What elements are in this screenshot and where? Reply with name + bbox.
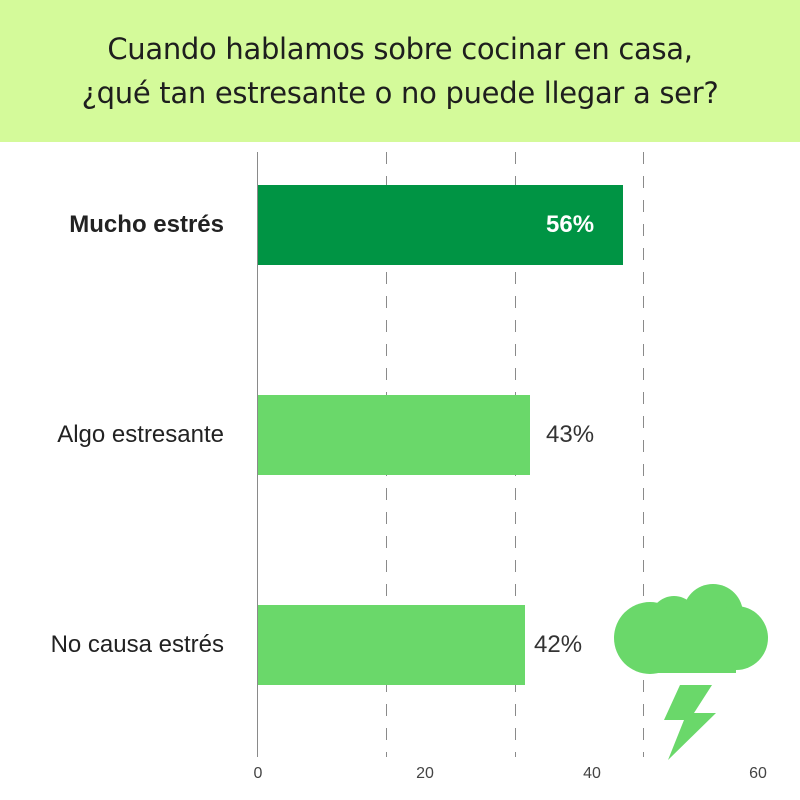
y-axis-line bbox=[257, 152, 258, 757]
x-tick-label: 20 bbox=[416, 765, 434, 782]
category-label: No causa estrés bbox=[50, 631, 224, 658]
chart-title-line-2: ¿qué tan estresante o no puede llegar a … bbox=[81, 76, 719, 110]
chart-title-banner: Cuando hablamos sobre cocinar en casa, ¿… bbox=[0, 0, 800, 142]
value-label: 56% bbox=[546, 211, 595, 238]
gridline bbox=[643, 152, 644, 757]
bar-algo-estresante bbox=[258, 395, 530, 475]
category-label: Algo estresante bbox=[57, 421, 224, 448]
storm-cloud-icon bbox=[612, 580, 772, 765]
x-tick-label: 60 bbox=[749, 765, 767, 782]
x-tick-label: 0 bbox=[253, 765, 263, 782]
category-label: Mucho estrés bbox=[69, 211, 224, 238]
x-tick-label: 40 bbox=[583, 765, 601, 782]
value-label: 42% bbox=[534, 631, 583, 658]
bar-mucho-estres bbox=[258, 185, 623, 265]
value-label: 43% bbox=[546, 421, 595, 448]
bar-no-causa-estres bbox=[258, 605, 525, 685]
chart-title-line-1: Cuando hablamos sobre cocinar en casa, bbox=[107, 32, 693, 66]
